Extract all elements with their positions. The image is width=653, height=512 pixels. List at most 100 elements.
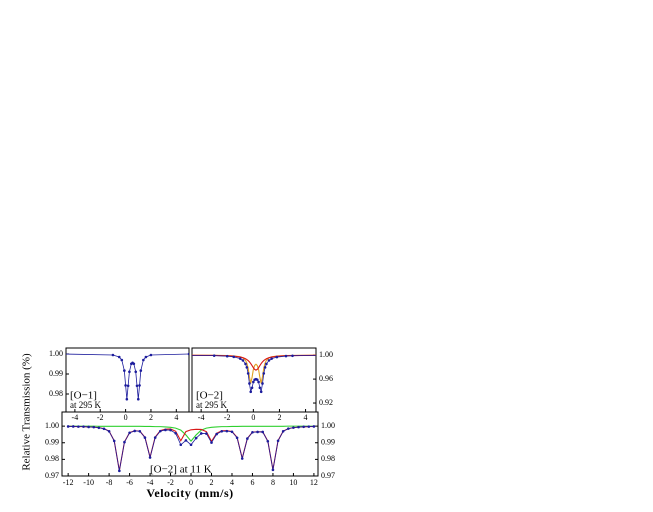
data-point [271, 468, 275, 472]
data-point [92, 425, 96, 429]
data-point [187, 352, 189, 356]
data-point [235, 436, 239, 440]
x-tick-label: 2 [210, 478, 214, 487]
y-tick-label: 0.98 [321, 454, 335, 463]
y-tick-label: 0.92 [319, 398, 333, 407]
x-tick-label: -10 [83, 478, 94, 487]
y-tick-label: 0.99 [45, 438, 59, 447]
data-point [153, 436, 157, 439]
series-line [68, 425, 314, 442]
data-point [302, 425, 305, 429]
data-point [179, 443, 183, 447]
y-tick-label: 0.97 [321, 471, 335, 480]
x-tick-label: -2 [97, 413, 104, 422]
data-point [77, 425, 80, 428]
x-axis-title: Velocity (mm/s) [146, 486, 233, 500]
data-point [265, 362, 268, 366]
data-point [270, 357, 273, 360]
data-point [225, 429, 229, 433]
data-point [128, 431, 131, 435]
data-point [250, 386, 254, 390]
data-point [246, 437, 249, 440]
data-point [212, 354, 216, 357]
data-point [117, 355, 121, 359]
data-point [215, 432, 218, 436]
x-tick-label: -12 [63, 478, 74, 487]
data-point [184, 439, 188, 442]
data-point [133, 429, 137, 433]
data-point [142, 358, 145, 362]
x-tick-label: 0 [189, 478, 193, 487]
data-point [275, 355, 279, 359]
data-point [246, 372, 250, 375]
data-point [292, 426, 295, 429]
x-tick-label: 6 [250, 478, 254, 487]
plot-area [66, 352, 189, 401]
data-point [66, 425, 70, 428]
data-point [112, 439, 116, 443]
data-point [138, 429, 142, 433]
data-point [263, 366, 267, 369]
data-point [82, 425, 85, 428]
data-point [139, 369, 143, 372]
data-point [174, 431, 177, 435]
data-point [248, 382, 251, 385]
data-point [189, 443, 193, 447]
data-point [97, 426, 101, 430]
data-point [225, 354, 229, 358]
x-tick-label: 4 [304, 413, 308, 422]
data-point [169, 428, 172, 432]
data-point [120, 358, 124, 362]
data-point [267, 359, 271, 362]
data-point [255, 378, 259, 381]
data-point [144, 355, 148, 359]
plot-frame [61, 411, 319, 477]
x-tick-label: 4 [174, 413, 178, 422]
data-point [238, 357, 242, 360]
x-tick-label: -6 [126, 478, 133, 487]
data-point [138, 384, 141, 387]
data-point [194, 436, 198, 440]
x-tick-label: 10 [289, 478, 297, 487]
x-tick-label: -4 [198, 413, 205, 422]
data-point [232, 355, 236, 359]
x-tick-label: 4 [230, 478, 234, 487]
y-tick-label: 0.98 [45, 454, 59, 463]
data-point [252, 380, 255, 384]
data-point [244, 362, 247, 366]
x-tick-label: -2 [224, 413, 231, 422]
data-point [251, 430, 254, 434]
data-point [164, 428, 167, 432]
y-tick-label: 1.00 [321, 421, 335, 430]
x-tick-label: -4 [72, 413, 79, 422]
y-tick-label: 0.99 [49, 369, 63, 378]
series-line [192, 354, 316, 384]
y-tick-label: 1.00 [45, 421, 59, 430]
data-point [205, 432, 208, 435]
data-point [257, 380, 260, 384]
plot-area [66, 425, 316, 473]
y-tick-label: 0.98 [49, 389, 63, 398]
data-point [125, 397, 129, 401]
panel-label: [O−2] at 11 K [150, 464, 212, 476]
panel-label: [O−1] [70, 390, 97, 402]
data-point [143, 436, 147, 439]
data-point [136, 397, 140, 401]
series-line [192, 355, 316, 392]
x-tick-label: 12 [310, 478, 318, 487]
data-point [126, 384, 130, 388]
data-point [287, 427, 290, 430]
data-point [134, 370, 138, 374]
y-tick-label: 1.00 [319, 350, 333, 359]
x-tick-label: 8 [271, 478, 275, 487]
data-point [297, 425, 300, 429]
data-point [159, 429, 162, 433]
data-point [128, 370, 131, 374]
data-point [87, 425, 90, 429]
data-point [135, 384, 139, 388]
data-point [210, 441, 213, 444]
plot-area [192, 354, 316, 394]
y-tick-label: 0.99 [321, 438, 335, 447]
